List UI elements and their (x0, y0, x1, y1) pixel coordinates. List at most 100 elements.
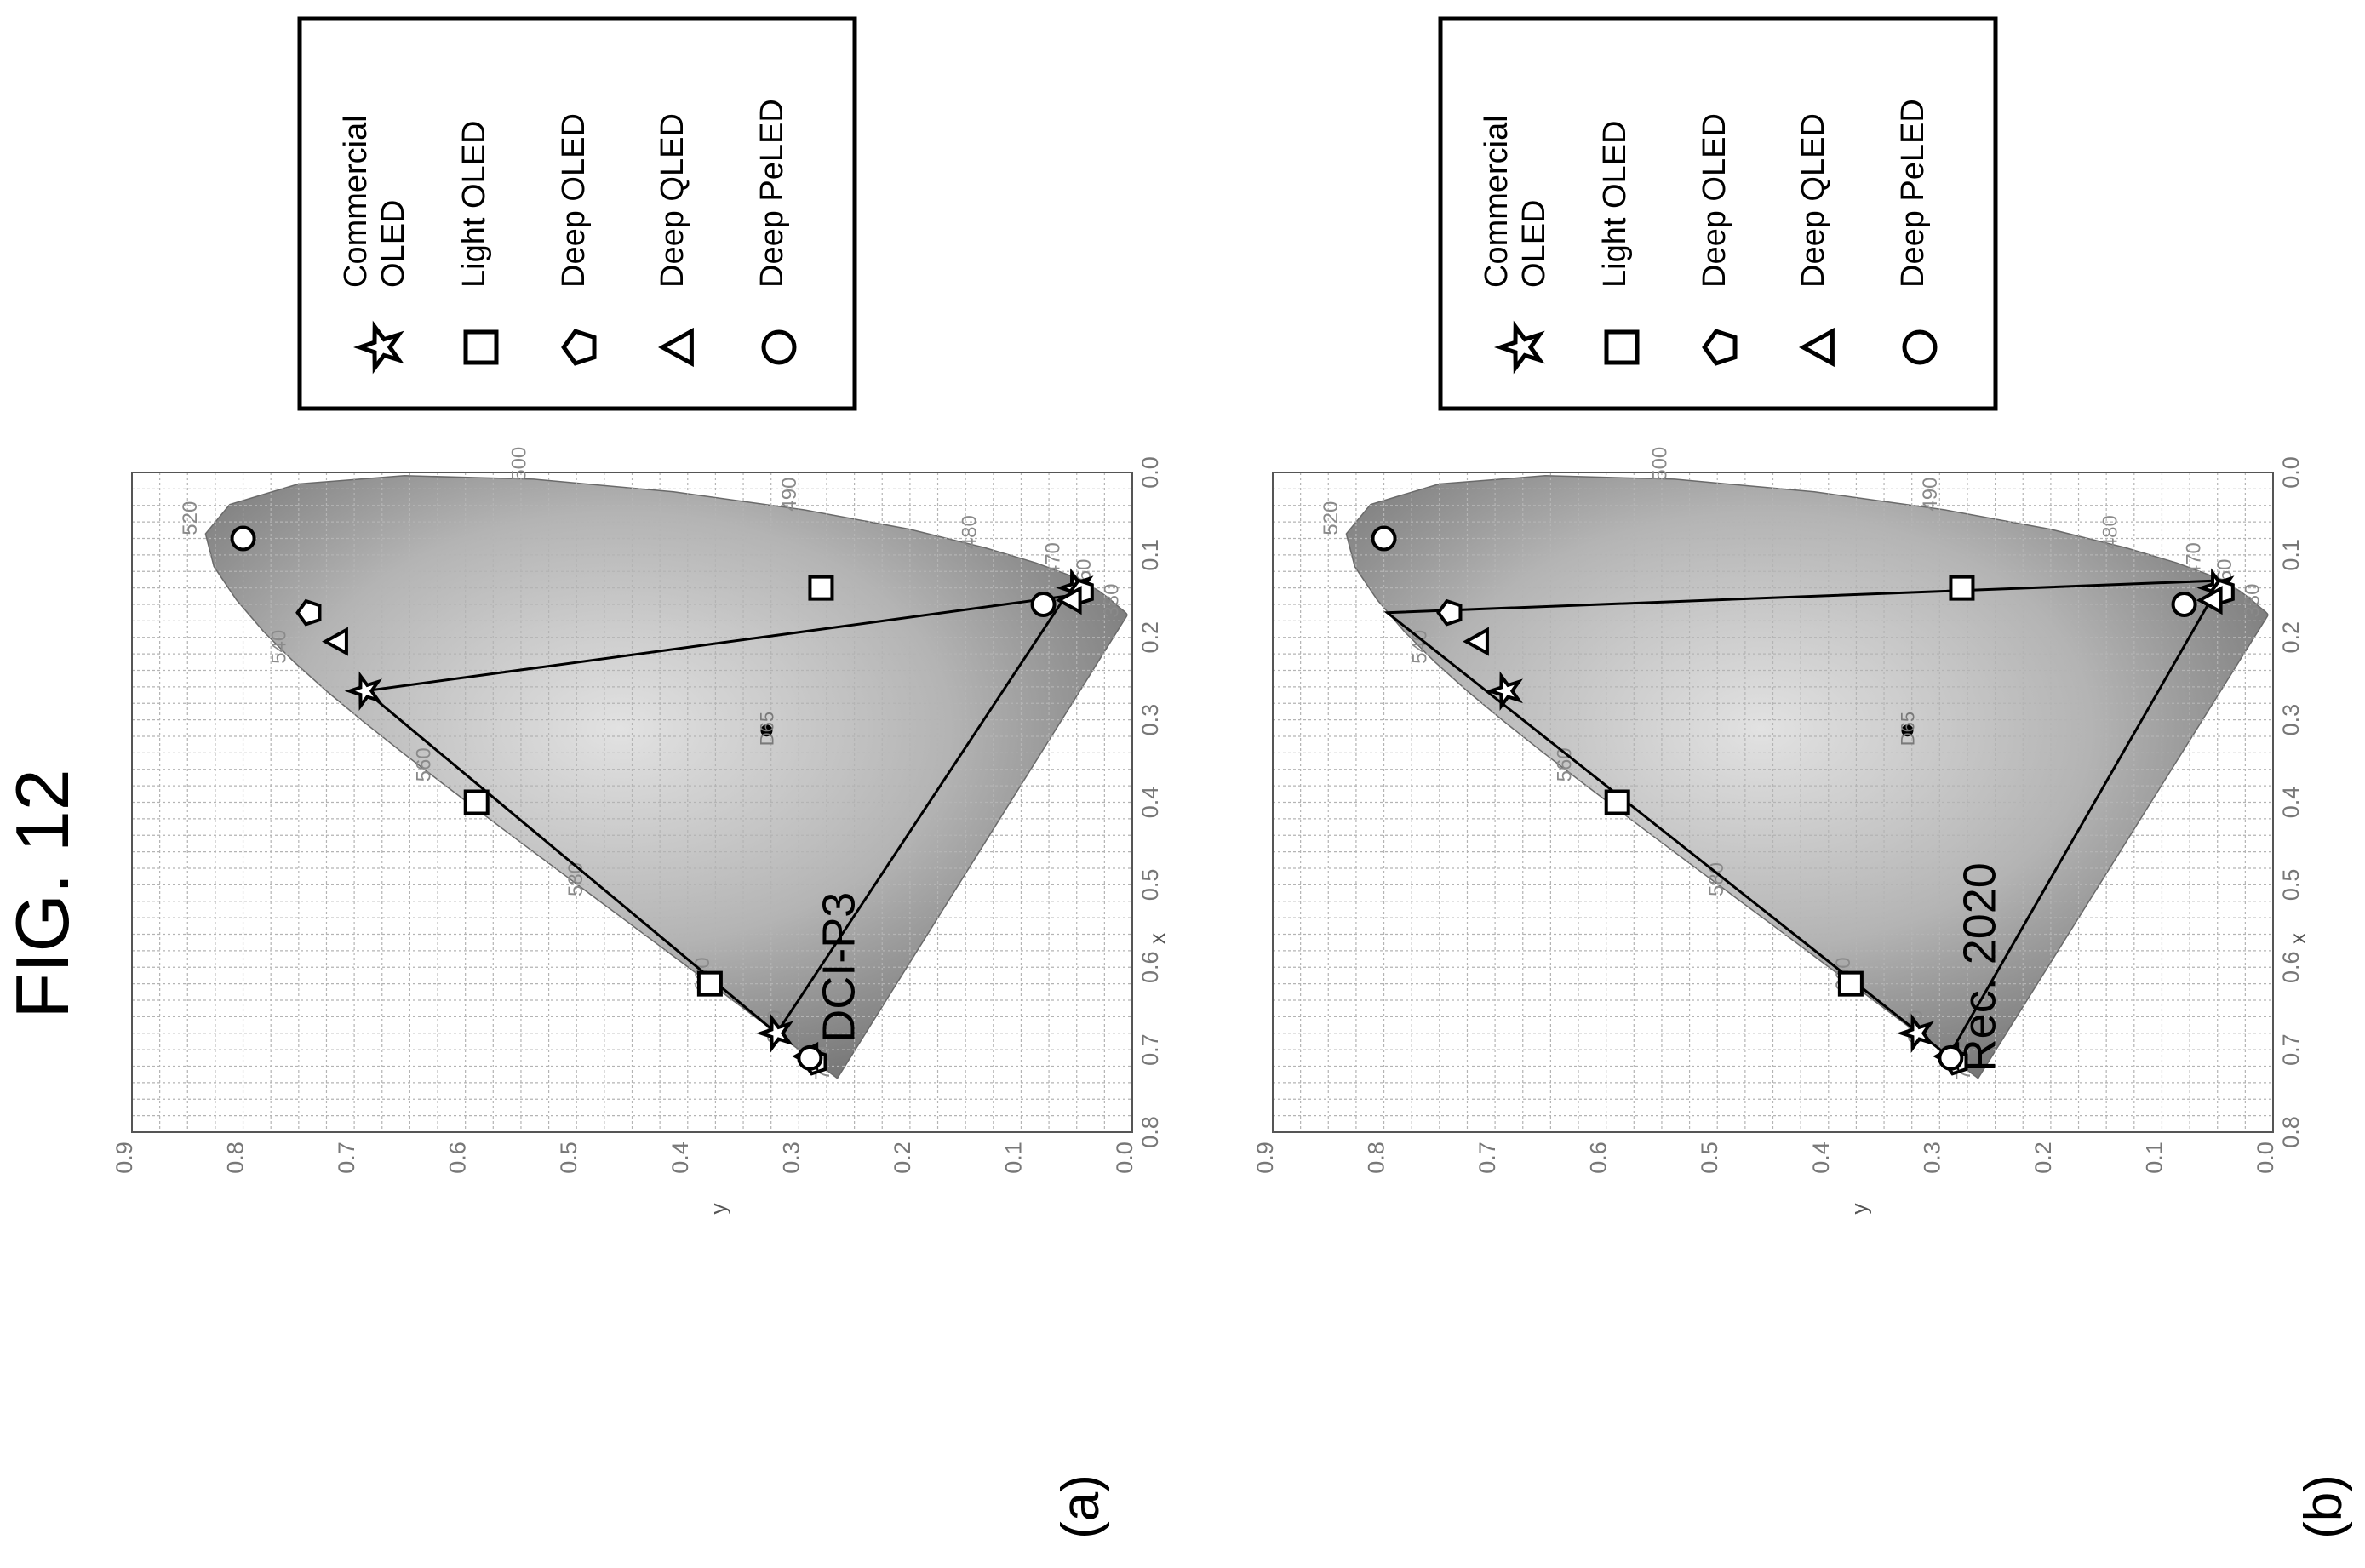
pentagon-icon (561, 329, 597, 366)
panel-a: (a) 0.00.10.20.30.40.50.60.70.80.00.10.2… (112, 16, 1170, 1539)
legend-label: Deep QLED (655, 113, 690, 288)
wavelength-label: 540 (268, 630, 291, 664)
chromaticity-plot-b: 0.00.10.20.30.40.50.60.70.80.00.10.20.30… (1252, 447, 2311, 1215)
square-marker (696, 970, 723, 997)
circle-icon (1902, 329, 1938, 365)
legend-a: Commercial OLED Light OLED Deep OLED Deep QL… (297, 16, 857, 411)
wavelength-label: 470 (1041, 542, 1064, 576)
wavelength-label: 560 (412, 747, 435, 781)
wavelength-label: 480 (2099, 515, 2122, 549)
legend-label: Commercial (1479, 115, 1515, 288)
x-tick-label: 0.6 (2278, 951, 2304, 983)
square-marker (1949, 575, 1975, 601)
white-point-marker (760, 724, 773, 737)
y-tick-label: 0.6 (445, 1142, 471, 1174)
circle-marker (2171, 592, 2197, 617)
wavelength-label: 490 (778, 478, 801, 512)
y-tick-label: 0.0 (2253, 1142, 2278, 1174)
spectral-locus (1345, 475, 2269, 1079)
y-tick-label: 0.8 (1364, 1142, 1389, 1174)
y-tick-label: 0.0 (1112, 1142, 1137, 1174)
y-tick-label: 0.1 (2141, 1142, 2167, 1174)
wavelength-label: 380 (1100, 584, 1123, 618)
triangle-marker (322, 627, 348, 656)
square-marker (808, 575, 834, 601)
star-icon (1494, 320, 1545, 375)
x-tick-label: 0.2 (2278, 621, 2304, 654)
legend-label: Light OLED (456, 121, 492, 288)
panel-label-a: (a) (1051, 1474, 1110, 1539)
y-tick-label: 0.6 (1586, 1142, 1612, 1174)
x-tick-label: 0.3 (1137, 704, 1163, 736)
x-tick-label: 0.8 (1137, 1116, 1163, 1148)
y-tick-label: 0.1 (1000, 1142, 1026, 1174)
y-tick-label: 0.2 (890, 1142, 915, 1174)
star-marker (755, 1013, 793, 1053)
star-icon (353, 320, 404, 375)
square-marker (1604, 789, 1630, 815)
circle-marker (1030, 592, 1057, 617)
axis-frame (131, 472, 1133, 1133)
y-tick-label: 0.3 (778, 1142, 804, 1174)
wavelength-label: 520 (179, 501, 202, 535)
x-tick-label: 0.0 (2278, 456, 2304, 489)
legend-label: Light OLED (1597, 121, 1633, 288)
y-tick-label: 0.8 (223, 1142, 249, 1174)
white-point-label: D65 (756, 712, 777, 746)
wavelength-label: 480 (958, 515, 981, 549)
figure-title: FIG. 12 (0, 769, 84, 1018)
axis-frame (1272, 472, 2274, 1133)
triangle-icon (658, 327, 694, 368)
y-tick-label: 0.4 (667, 1142, 693, 1174)
wavelength-label: 540 (1409, 630, 1432, 664)
square-icon (463, 329, 499, 365)
legend-label: Deep OLED (1697, 113, 1732, 288)
panel-b: (b) 0.00.10.20.30.40.50.60.70.80.00.10.2… (1252, 16, 2353, 1539)
legend-label: Deep OLED (556, 113, 592, 288)
x-tick-label: 0.1 (2278, 539, 2304, 571)
x-axis-title: x (2285, 933, 2311, 944)
triangle-marker (1055, 586, 1082, 615)
pentagon-marker (295, 598, 322, 627)
x-tick-label: 0.6 (1137, 951, 1163, 983)
x-tick-label: 0.5 (1137, 869, 1163, 901)
gamut-triangle (1383, 579, 2225, 1059)
legend-label: OLED (1516, 200, 1552, 288)
wavelength-label: 490 (1919, 478, 1942, 512)
pentagon-marker (1436, 598, 1463, 627)
legend-label: Deep PeLED (1895, 99, 1931, 288)
circle-marker (1938, 1044, 1964, 1071)
x-tick-label: 0.7 (1137, 1033, 1163, 1066)
legend-label: Commercial (338, 115, 374, 288)
gamut-label: Rec. 2020 (1955, 862, 2006, 1072)
triangle-marker (2196, 586, 2223, 615)
x-tick-label: 0.1 (1137, 539, 1163, 571)
x-tick-label: 0.0 (1137, 456, 1163, 489)
white-point-label: D65 (1897, 712, 1918, 746)
x-tick-label: 0.5 (2278, 869, 2304, 901)
y-tick-label: 0.2 (2030, 1142, 2056, 1174)
gamut-label: DCI-P3 (814, 892, 865, 1043)
legend-b: Commercial OLED Light OLED Deep OLED Deep QL… (1438, 16, 1998, 411)
panel-label-b: (b) (2294, 1474, 2353, 1539)
x-axis-title: x (1144, 933, 1170, 944)
wavelength-label: 470 (2182, 542, 2205, 576)
y-axis-title: y (1847, 1204, 1872, 1215)
square-icon (1604, 329, 1640, 365)
circle-icon (761, 329, 797, 365)
gamut-triangle (362, 594, 1068, 1036)
circle-marker (1371, 525, 1397, 552)
star-marker (1485, 671, 1523, 711)
y-tick-label: 0.7 (334, 1142, 359, 1174)
triangle-icon (1799, 327, 1835, 368)
y-tick-label: 0.5 (1697, 1142, 1722, 1174)
y-tick-label: 0.9 (1252, 1142, 1278, 1174)
wavelength-label: 500 (1649, 447, 1672, 481)
x-tick-label: 0.7 (2278, 1033, 2304, 1066)
y-axis-title: y (706, 1204, 731, 1215)
x-tick-label: 0.4 (2278, 787, 2304, 819)
spectral-locus (204, 475, 1128, 1079)
white-point-marker (1901, 724, 1914, 737)
square-marker (1837, 970, 1864, 997)
